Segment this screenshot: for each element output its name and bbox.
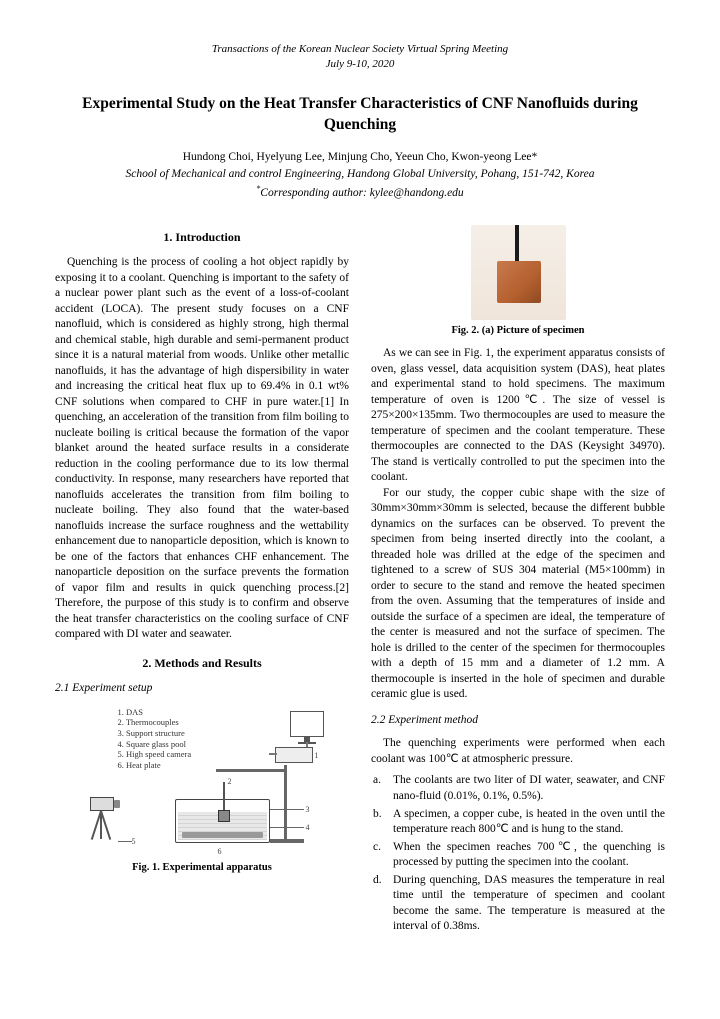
apparatus-diagram: 1. DAS 2. Thermocouples 3. Support struc…	[70, 707, 335, 857]
copper-cube-icon	[497, 261, 541, 303]
monitor-icon	[290, 711, 324, 737]
legend-item: 2. Thermocouples	[118, 717, 192, 728]
left-column: 1. Introduction Quenching is the process…	[55, 225, 349, 937]
camera-lens-icon	[114, 800, 120, 808]
apparatus-legend: 1. DAS 2. Thermocouples 3. Support struc…	[118, 707, 192, 771]
legend-item: 6. Heat plate	[118, 760, 192, 771]
tripod-leg-icon	[100, 811, 102, 839]
figure-2-caption: Fig. 2. (a) Picture of specimen	[371, 324, 665, 338]
step-letter: b.	[371, 807, 393, 838]
specimen-photo	[471, 225, 566, 320]
cable-icon	[269, 753, 277, 755]
specimen-rod-icon	[515, 225, 519, 265]
callout-number: 2	[228, 777, 232, 788]
callout-number: 6	[218, 847, 222, 858]
step-text: During quenching, DAS measures the tempe…	[393, 873, 665, 935]
method-steps-list: a. The coolants are two liter of DI wate…	[371, 773, 665, 934]
step-text: The coolants are two liter of DI water, …	[393, 773, 665, 804]
legend-item: 4. Square glass pool	[118, 739, 192, 750]
intro-heading: 1. Introduction	[55, 229, 349, 245]
callout-line	[118, 841, 132, 842]
callout-number: 3	[306, 805, 310, 816]
right-column: Fig. 2. (a) Picture of specimen As we ca…	[371, 225, 665, 937]
camera-tripod-icon	[80, 797, 126, 845]
methods-heading: 2. Methods and Results	[55, 655, 349, 671]
figure-2: Fig. 2. (a) Picture of specimen	[371, 225, 665, 338]
figure-1-caption: Fig. 1. Experimental apparatus	[55, 861, 349, 875]
thermocouple-rod-icon	[223, 782, 225, 810]
specimen-icon	[218, 810, 230, 822]
method-intro: The quenching experiments were performed…	[371, 736, 665, 767]
method-step: a. The coolants are two liter of DI wate…	[371, 773, 665, 804]
intro-paragraph: Quenching is the process of cooling a ho…	[55, 255, 349, 643]
method-step: b. A specimen, a copper cube, is heated …	[371, 807, 665, 838]
method-step: d. During quenching, DAS measures the te…	[371, 873, 665, 935]
heat-plate-icon	[182, 832, 263, 838]
stand-base-icon	[270, 839, 304, 843]
callout-number: 4	[306, 823, 310, 834]
two-column-layout: 1. Introduction Quenching is the process…	[55, 225, 665, 937]
setup-subheading: 2.1 Experiment setup	[55, 681, 349, 697]
meeting-date: July 9-10, 2020	[55, 57, 665, 72]
callout-line	[270, 827, 304, 828]
method-subheading: 2.2 Experiment method	[371, 713, 665, 729]
step-letter: d.	[371, 873, 393, 935]
callout-number: 5	[132, 837, 136, 848]
glass-pool-icon	[175, 799, 270, 843]
stand-arm-icon	[216, 769, 286, 772]
corresponding-author: *Corresponding author: kylee@handong.edu	[55, 184, 665, 201]
paper-title: Experimental Study on the Heat Transfer …	[55, 94, 665, 136]
step-text: When the specimen reaches 700℃, the quen…	[393, 840, 665, 871]
legend-item: 3. Support structure	[118, 728, 192, 739]
meeting-name: Transactions of the Korean Nuclear Socie…	[55, 42, 665, 57]
figure-1: 1. DAS 2. Thermocouples 3. Support struc…	[55, 707, 349, 875]
legend-item: 1. DAS	[118, 707, 192, 718]
specimen-description: For our study, the copper cubic shape wi…	[371, 486, 665, 703]
step-text: A specimen, a copper cube, is heated in …	[393, 807, 665, 838]
stand-pole-icon	[284, 765, 287, 841]
callout-line	[270, 809, 304, 810]
step-letter: c.	[371, 840, 393, 871]
callout-number: 1	[315, 751, 319, 762]
authors: Hundong Choi, Hyelyung Lee, Minjung Cho,…	[55, 150, 665, 166]
apparatus-description: As we can see in Fig. 1, the experiment …	[371, 346, 665, 486]
step-letter: a.	[371, 773, 393, 804]
method-step: c. When the specimen reaches 700℃, the q…	[371, 840, 665, 871]
camera-body-icon	[90, 797, 114, 811]
conference-header: Transactions of the Korean Nuclear Socie…	[55, 42, 665, 72]
corresponding-text: Corresponding author: kylee@handong.edu	[260, 186, 463, 198]
legend-item: 5. High speed camera	[118, 749, 192, 760]
affiliation: School of Mechanical and control Enginee…	[55, 167, 665, 183]
das-box-icon	[275, 747, 313, 763]
